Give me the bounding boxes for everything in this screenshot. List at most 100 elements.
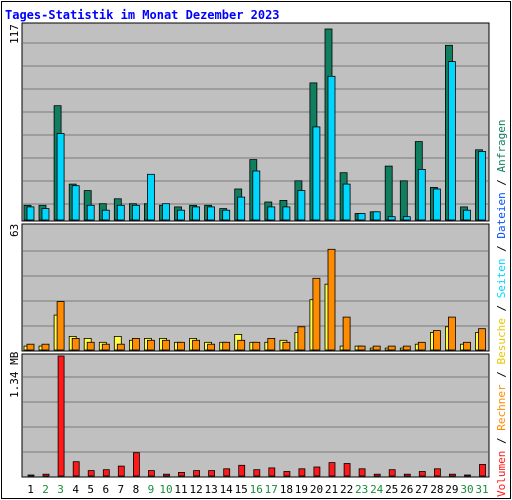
legend-separator: / — [495, 431, 508, 444]
bar-volumen-day-3 — [57, 355, 65, 477]
bar-volumen-day-23 — [358, 468, 366, 477]
day-label-15: 15 — [235, 483, 248, 496]
bar-dateien-day-23 — [357, 213, 366, 221]
bar-volumen-day-5 — [87, 470, 95, 477]
day-label-22: 22 — [340, 483, 353, 496]
bar-volumen-day-18 — [283, 471, 291, 477]
bar-besuche-day-24 — [372, 345, 381, 351]
day-label-8: 8 — [133, 483, 140, 496]
bar-dateien-day-7 — [116, 204, 125, 221]
panel-volume-bars — [27, 355, 486, 477]
bar-besuche-day-22 — [342, 316, 351, 351]
day-label-29: 29 — [445, 483, 458, 496]
bar-dateien-day-6 — [101, 209, 110, 221]
legend-item-dateien: Dateien — [495, 192, 508, 238]
day-label-31: 31 — [475, 483, 488, 496]
bar-volumen-day-22 — [343, 463, 351, 477]
bar-dateien-day-13 — [207, 206, 216, 221]
day-label-9: 9 — [148, 483, 155, 496]
bar-anfragen-day-26 — [399, 180, 408, 221]
bar-volumen-day-12 — [193, 470, 201, 477]
chart-title: Tages-Statistik im Monat Dezember 2023 — [5, 8, 280, 22]
day-label-27: 27 — [415, 483, 428, 496]
bar-volumen-day-15 — [238, 464, 246, 477]
bar-volumen-day-16 — [253, 469, 261, 477]
day-label-14: 14 — [220, 483, 234, 496]
day-label-19: 19 — [295, 483, 308, 496]
bar-volumen-day-6 — [102, 469, 110, 477]
bar-volumen-day-25 — [388, 469, 396, 477]
bar-dateien-day-30 — [463, 209, 471, 221]
day-axis-labels: 1 2 3 4 5 6 7 8 9 10 11 12 13 14 15 16 17 18 19 20 21 22 23 24 2… — [27, 483, 488, 496]
bar-volumen-day-11 — [178, 471, 185, 477]
bar-volumen-day-17 — [268, 467, 276, 477]
panel-volume: 1.34 MB — [8, 351, 490, 478]
bar-besuche-day-30 — [463, 341, 471, 351]
bar-dateien-day-5 — [86, 204, 95, 221]
day-label-3: 3 — [57, 483, 64, 496]
bar-dateien-day-26 — [402, 216, 411, 221]
bar-dateien-day-20 — [312, 126, 321, 221]
bar-volumen-day-26 — [403, 473, 411, 477]
bar-besuche-day-16 — [252, 341, 261, 351]
panel-volume-max-label: 1.34 MB — [8, 351, 21, 398]
day-label-16: 16 — [250, 483, 263, 496]
bar-dateien-day-4 — [71, 185, 80, 221]
bar-besuche-day-20 — [312, 277, 321, 351]
bar-volumen-day-19 — [298, 468, 306, 477]
bar-besuche-day-4 — [71, 337, 80, 351]
legend-separator: / — [495, 298, 508, 311]
legend-item-volumen: Volumen — [495, 451, 508, 497]
bar-besuche-day-2 — [41, 343, 50, 351]
bar-besuche-day-15 — [237, 339, 246, 351]
bar-besuche-day-14 — [222, 341, 231, 351]
legend-item-anfragen: Anfragen — [495, 119, 508, 172]
legend-item-besuche: Besuche — [495, 318, 508, 364]
day-label-1: 1 — [27, 483, 34, 496]
day-label-18: 18 — [280, 483, 293, 496]
bar-dateien-day-21 — [327, 75, 336, 221]
bar-besuche-day-12 — [192, 339, 201, 351]
bar-besuche-day-1 — [26, 343, 35, 351]
bar-dateien-day-28 — [432, 188, 441, 221]
bar-dateien-day-17 — [267, 206, 276, 221]
legend: Volumen / Rechner / Besuche / Seiten / D… — [495, 119, 508, 497]
day-label-28: 28 — [430, 483, 443, 496]
bar-volumen-day-21 — [328, 462, 336, 477]
bar-dateien-day-9 — [146, 173, 155, 221]
legend-separator: / — [495, 365, 508, 378]
day-label-24: 24 — [370, 483, 384, 496]
legend-separator: / — [495, 239, 508, 252]
day-label-25: 25 — [385, 483, 398, 496]
panel-volume-background — [21, 353, 490, 478]
bar-dateien-day-1 — [26, 206, 35, 221]
bar-besuche-day-19 — [297, 326, 306, 351]
bar-dateien-day-2 — [41, 208, 50, 221]
legend-item-rechner: Rechner — [495, 384, 508, 431]
bar-volumen-day-31 — [479, 463, 486, 477]
bar-volumen-day-13 — [208, 470, 216, 477]
day-label-11: 11 — [174, 483, 187, 496]
bar-besuche-day-21 — [327, 248, 336, 351]
bar-dateien-day-8 — [131, 204, 140, 221]
day-label-26: 26 — [400, 483, 413, 496]
bar-volumen-day-7 — [117, 465, 125, 477]
bar-dateien-day-29 — [447, 61, 456, 221]
bar-volumen-day-27 — [418, 471, 426, 477]
legend-separator: / — [495, 172, 508, 185]
day-label-23: 23 — [355, 483, 368, 496]
panel-visits-grid — [23, 250, 488, 327]
bar-dateien-day-25 — [387, 216, 396, 221]
bar-volumen-day-8 — [132, 452, 140, 477]
bar-dateien-day-15 — [237, 196, 246, 221]
bar-dateien-day-31 — [478, 150, 486, 221]
bar-besuche-day-18 — [282, 341, 291, 351]
bar-anfragen-day-25 — [384, 165, 393, 221]
bar-besuche-day-31 — [478, 328, 486, 351]
bar-dateien-day-27 — [417, 168, 426, 221]
bar-besuche-day-17 — [267, 337, 276, 351]
bar-volumen-day-20 — [313, 466, 321, 477]
bar-volumen-day-29 — [448, 473, 456, 477]
bar-dateien-day-3 — [56, 133, 65, 221]
